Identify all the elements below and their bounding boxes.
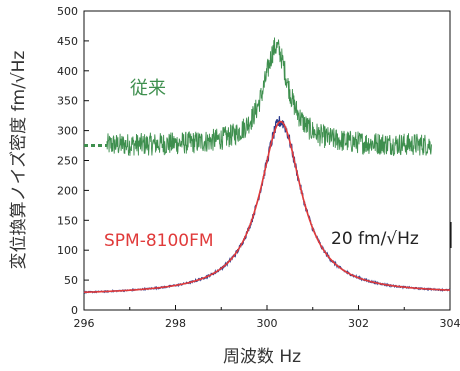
y-tick-label: 200: [57, 184, 78, 197]
y-tick-label: 50: [64, 274, 78, 287]
y-tick-label: 400: [57, 65, 78, 78]
y-tick-label: 300: [57, 125, 78, 138]
x-tick-label: 304: [440, 317, 460, 330]
x-tick-label: 298: [165, 317, 186, 330]
y-tick-label: 100: [57, 244, 78, 257]
x-tick-label: 300: [257, 317, 278, 330]
x-tick-label: 296: [74, 317, 95, 330]
series-conventional-line: [106, 37, 432, 157]
y-tick-label: 0: [71, 304, 78, 317]
y-axis-title: 変位換算ノイズ密度 fm/√Hz: [9, 51, 29, 270]
x-axis: 296 298 300 302 304: [74, 305, 460, 330]
spm-label: SPM-8100FM: [104, 231, 214, 251]
series-spm-fit-line: [83, 120, 450, 294]
y-tick-label: 250: [57, 155, 78, 168]
x-axis-title: 周波数 Hz: [223, 347, 301, 367]
conventional-label: 従来: [130, 78, 166, 99]
x-tick-label: 302: [348, 317, 369, 330]
y-tick-label: 150: [57, 214, 78, 227]
y-axis: 0 50 100 150 200 250 300 350 400 450 500: [57, 5, 89, 317]
scale-label: 20 fm/√Hz: [331, 229, 419, 249]
y-tick-label: 500: [57, 5, 78, 18]
y-tick-label: 350: [57, 95, 78, 108]
y-tick-label: 450: [57, 35, 78, 48]
